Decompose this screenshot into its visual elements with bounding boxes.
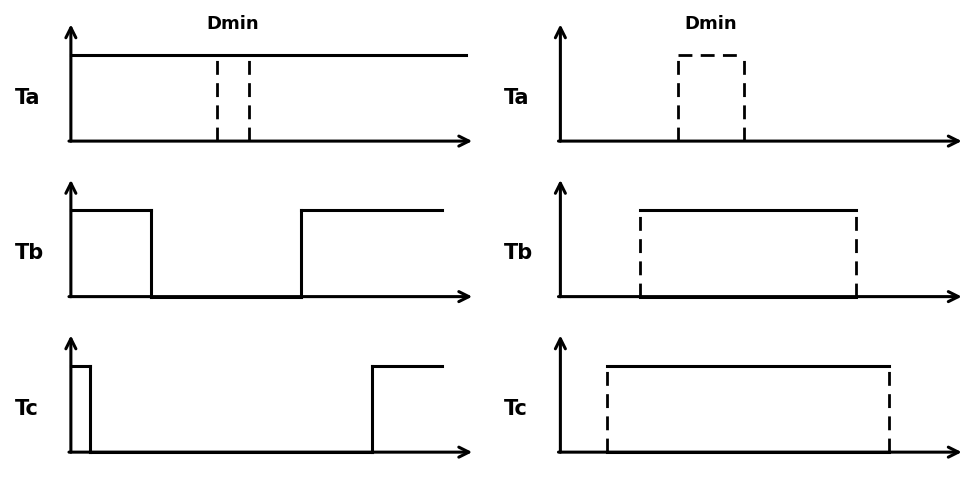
- Text: Tb: Tb: [504, 243, 533, 263]
- Text: Tc: Tc: [15, 399, 38, 419]
- Text: Ta: Ta: [15, 88, 40, 108]
- Text: Tb: Tb: [15, 243, 44, 263]
- Text: Dmin: Dmin: [206, 15, 259, 33]
- Text: Dmin: Dmin: [684, 15, 736, 33]
- Text: Ta: Ta: [504, 88, 529, 108]
- Text: Tc: Tc: [504, 399, 527, 419]
